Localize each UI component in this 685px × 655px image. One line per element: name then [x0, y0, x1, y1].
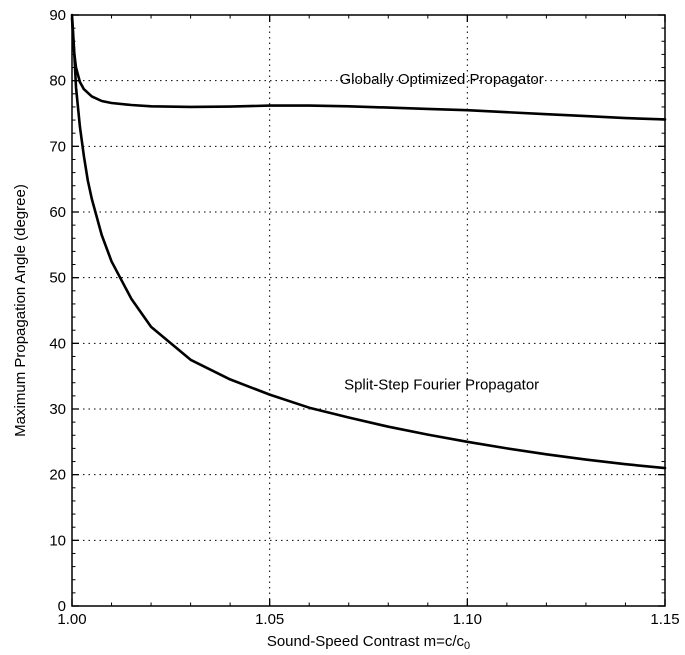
- y-tick-label: 0: [58, 598, 66, 615]
- grid-lines: [72, 15, 665, 606]
- x-tick-label: 1.15: [650, 611, 679, 628]
- y-axis-title: Maximum Propagation Angle (degree): [12, 184, 29, 437]
- tick-labels: 0 10 20 30 40 50 60 70 80 90 1.00 1.05 1.10 1.15: [49, 7, 679, 628]
- x-tick-label: 1.10: [453, 611, 482, 628]
- y-tick-label: 90: [49, 7, 66, 24]
- series-annotation-1: Globally Optimized Propagator: [340, 71, 544, 88]
- x-axis-title: Sound-Speed Contrast m=c/c0: [267, 633, 470, 652]
- y-tick-label: 10: [49, 532, 66, 549]
- y-tick-label: 30: [49, 401, 66, 418]
- y-tick-label: 20: [49, 467, 66, 484]
- series-lines: [70, 13, 667, 470]
- y-tick-label: 60: [49, 204, 66, 221]
- y-tick-label: 50: [49, 270, 66, 287]
- annotations: Globally Optimized Propagator Split-Step …: [340, 71, 544, 393]
- series-line-1: [70, 16, 667, 121]
- x-tick-label: 1.05: [255, 611, 284, 628]
- plot-frame: [71, 14, 666, 607]
- series-annotation-2: Split-Step Fourier Propagator: [344, 376, 539, 393]
- series-line-2: [70, 13, 667, 470]
- axis-ticks: [71, 14, 666, 607]
- y-tick-label: 80: [49, 73, 66, 90]
- x-tick-label: 1.00: [57, 611, 86, 628]
- y-tick-label: 40: [49, 335, 66, 352]
- x-axis-title-main: Sound-Speed Contrast m=c/c: [267, 633, 465, 650]
- y-tick-label: 70: [49, 138, 66, 155]
- x-axis-title-subscript: 0: [464, 640, 470, 652]
